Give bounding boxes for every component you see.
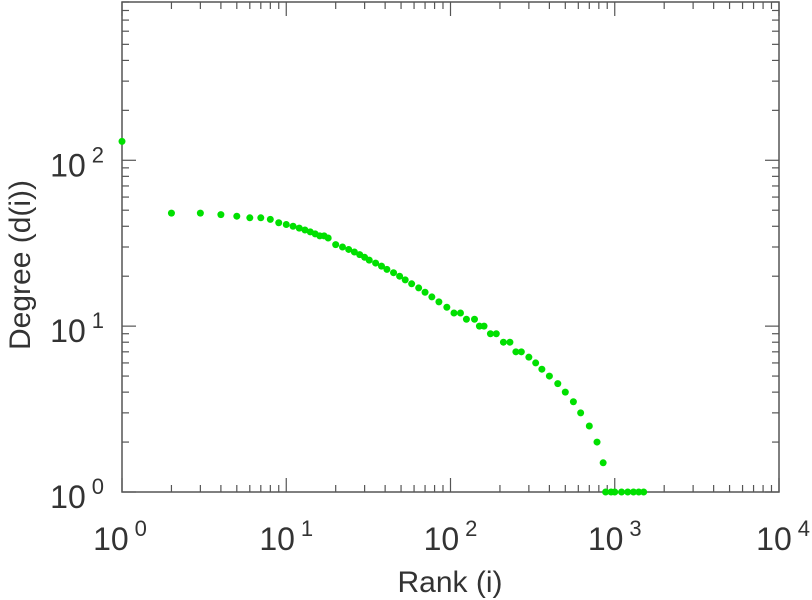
x-tick-label: 10 0: [93, 516, 147, 557]
data-point: [324, 234, 332, 242]
data-point: [593, 438, 601, 446]
data-point: [350, 248, 358, 256]
data-point: [289, 222, 297, 230]
data-point: [217, 211, 225, 219]
data-point: [275, 219, 283, 227]
data-point: [421, 288, 429, 296]
data-point: [372, 259, 380, 267]
y-tick-label: 10 2: [50, 142, 104, 183]
data-point: [266, 215, 274, 223]
data-point: [246, 214, 254, 222]
data-point: [167, 209, 175, 217]
data-point: [512, 348, 520, 356]
data-point: [456, 309, 464, 317]
data-point: [499, 338, 507, 346]
data-point: [396, 272, 404, 280]
data-point: [480, 322, 488, 330]
data-point: [538, 365, 546, 373]
data-point: [532, 359, 540, 367]
y-tick-label: 10 1: [50, 308, 104, 349]
data-point: [196, 209, 204, 217]
data-point: [332, 241, 340, 249]
data-point: [443, 303, 451, 311]
data-point: [640, 488, 648, 496]
data-point: [383, 265, 391, 273]
data-point: [377, 262, 385, 270]
data-point: [602, 488, 610, 496]
data-point: [257, 214, 265, 222]
data-point: [338, 243, 346, 251]
data-point: [525, 353, 533, 361]
x-axis-title: Rank (i): [397, 566, 502, 599]
data-point: [618, 488, 626, 496]
data-point: [428, 293, 436, 301]
data-point: [492, 330, 500, 338]
data-point: [233, 212, 241, 220]
data-points: [118, 137, 648, 496]
x-tick-label: 10 4: [756, 516, 810, 557]
data-point: [345, 245, 353, 253]
x-tick-label: 10 3: [588, 516, 642, 557]
data-point: [365, 256, 373, 264]
data-point: [390, 269, 398, 277]
data-point: [486, 330, 494, 338]
data-point: [301, 226, 309, 234]
data-point: [295, 224, 303, 232]
data-point: [599, 459, 607, 467]
data-point: [517, 348, 525, 356]
y-axis-title: Degree (d(i)): [4, 180, 37, 350]
tick-labels: 10 0 10 1 10 2 10 3 10 4 10 0 10 1 10 2: [50, 142, 810, 557]
data-point: [577, 409, 585, 417]
data-point: [408, 280, 416, 288]
y-tick-label: 10 0: [50, 474, 104, 515]
data-point: [450, 309, 458, 317]
data-point: [506, 338, 514, 346]
plot-frame: [121, 1, 780, 493]
data-point: [118, 137, 126, 145]
data-point: [611, 488, 619, 496]
data-point: [585, 422, 593, 430]
data-point: [282, 220, 290, 228]
data-point: [415, 284, 423, 292]
data-point: [624, 488, 632, 496]
data-point: [462, 315, 470, 323]
data-point: [471, 315, 479, 323]
x-tick-label: 10 2: [424, 516, 478, 557]
data-point: [629, 488, 637, 496]
data-point: [401, 276, 409, 284]
data-point: [545, 372, 553, 380]
data-point: [569, 398, 577, 406]
data-point: [554, 380, 562, 388]
data-point: [435, 298, 443, 306]
x-tick-label: 10 1: [259, 516, 313, 557]
data-point: [561, 388, 569, 396]
axis-ticks: [121, 1, 780, 493]
data-point: [635, 488, 643, 496]
